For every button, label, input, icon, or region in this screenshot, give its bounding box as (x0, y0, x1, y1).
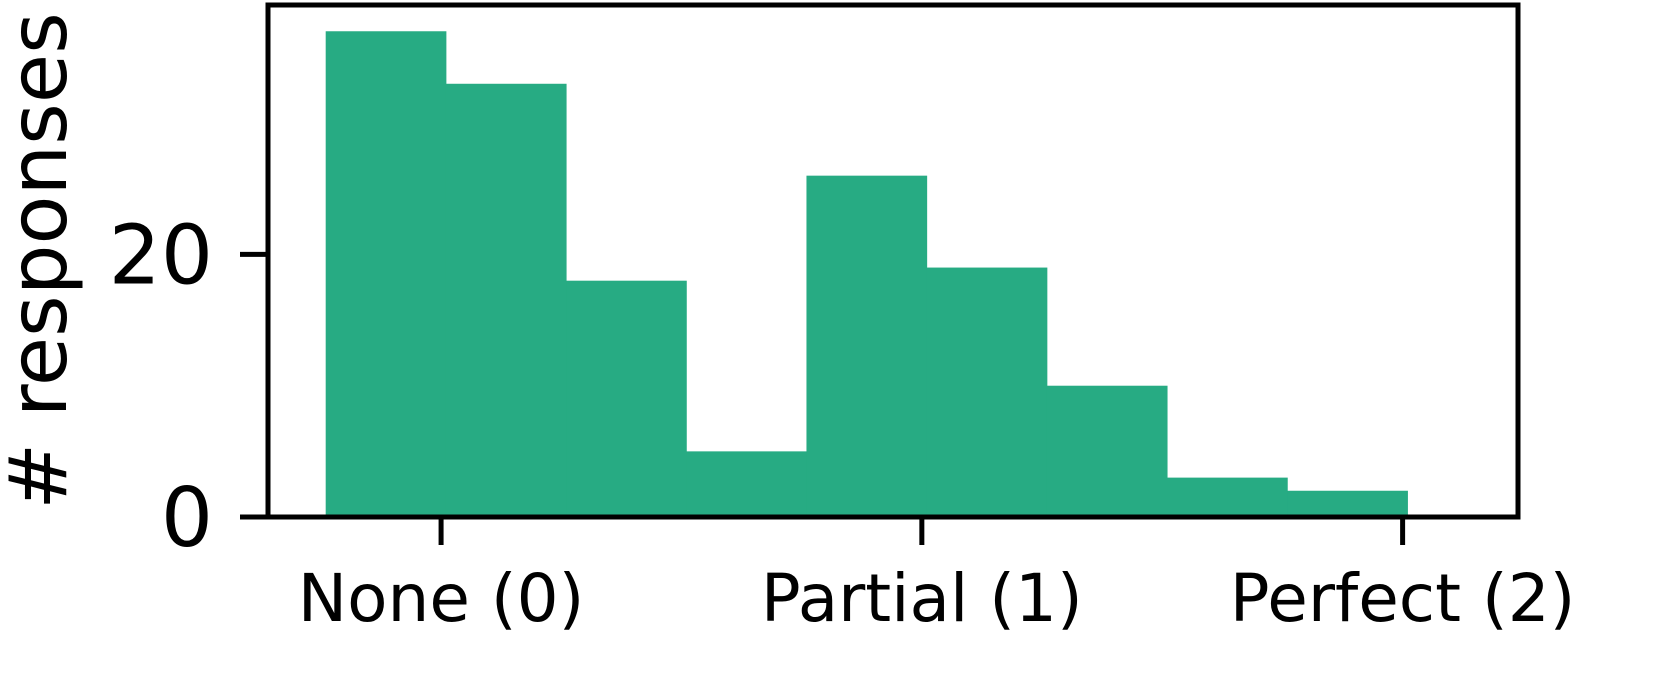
histogram-bar-1 (445, 83, 567, 518)
y-axis: 0 20 (109, 208, 268, 566)
histogram-bar-3 (686, 451, 807, 517)
bars-group (325, 31, 1408, 518)
y-tick-label: 0 (161, 471, 213, 566)
histogram-bar-8 (1287, 490, 1408, 517)
histogram-bar-0 (325, 31, 447, 518)
x-tick-label: Partial (1) (761, 560, 1083, 637)
x-tick-label: None (0) (298, 560, 585, 637)
x-tick-label: Perfect (2) (1230, 560, 1576, 637)
plot-frame (265, 2, 1521, 520)
histogram-bar-7 (1167, 477, 1288, 517)
y-tick-label: 20 (109, 208, 213, 303)
histogram-bar-4 (806, 175, 928, 517)
x-axis: None (0) Partial (1) Perfect (2) (298, 517, 1576, 637)
histogram-bar-5 (926, 267, 1048, 517)
histogram-bar-2 (566, 280, 687, 517)
histogram-bar-6 (1046, 385, 1168, 517)
y-axis-label: # responses (0, 12, 85, 510)
